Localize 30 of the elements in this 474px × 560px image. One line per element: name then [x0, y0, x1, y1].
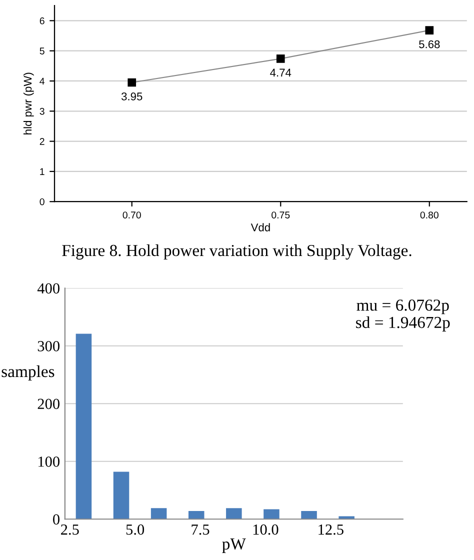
- x-tick-label: 0.75: [272, 212, 290, 218]
- y-tick-label: 3: [40, 108, 44, 115]
- x-tick-label: 12.5: [318, 524, 344, 535]
- y-tick-label: 0: [53, 514, 60, 525]
- data-label: 4.74: [270, 68, 292, 76]
- x-axis-title: Vdd: [250, 223, 270, 232]
- x-axis-title: pW: [222, 538, 246, 553]
- x-tick-label: 7.5: [192, 524, 210, 535]
- annotation: mu = 6.0762p: [356, 300, 449, 314]
- y-tick-label: 5: [40, 48, 44, 54]
- y-tick-label: 1: [40, 168, 44, 175]
- annotation: sd = 1.94672p: [356, 316, 450, 332]
- y-tick-label: 400: [37, 283, 60, 294]
- y-tick-label: 6: [40, 17, 44, 24]
- data-label: 3.95: [121, 92, 142, 100]
- data-label: 5.68: [419, 40, 440, 48]
- y-tick-label: 2: [40, 138, 44, 145]
- y-tick-label: 100: [38, 456, 60, 467]
- x-tick-label: 2.5: [61, 524, 79, 535]
- y-tick-label: 4: [40, 78, 45, 85]
- y-axis-title: samples: [2, 365, 54, 381]
- x-tick-label: 5.0: [126, 524, 144, 535]
- y-tick-label: 0: [40, 198, 44, 206]
- y-tick-label: 300: [38, 341, 60, 352]
- x-tick-label: 10.0: [253, 524, 278, 535]
- y-axis-title: hld pwr (pW): [23, 72, 34, 134]
- caption: Figure 8. Hold power variation with Supply Voltage.: [62, 244, 412, 260]
- x-tick-label: 0.70: [122, 212, 141, 218]
- y-tick-label: 200: [38, 398, 60, 410]
- x-tick-label: 0.80: [420, 212, 438, 218]
